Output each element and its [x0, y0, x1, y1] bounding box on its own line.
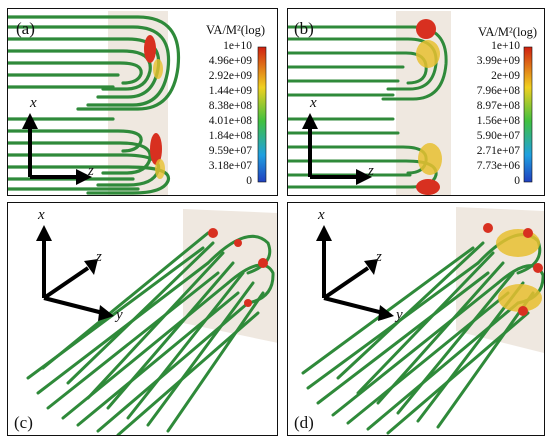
panel-label-a: (a): [16, 19, 35, 38]
streamlines-b: [288, 11, 533, 195]
streamlines-c: [26, 209, 277, 435]
tick-label: 4.01e+08: [208, 115, 252, 127]
tick-label: 5.90e+07: [476, 130, 520, 142]
tick-label: 7.96e+08: [476, 85, 520, 97]
tick-label: 1.44e+09: [208, 85, 252, 97]
axis-label-z: z: [96, 249, 102, 265]
tick-label: 2e+09: [491, 70, 520, 82]
tick-label: 1.56e+08: [476, 115, 520, 127]
axis-label-z: z: [376, 249, 382, 265]
tick-label: 4.96e+09: [208, 55, 252, 67]
tick-label: 7.73e+06: [476, 160, 520, 172]
tick-label: 1.84e+08: [208, 130, 252, 142]
panel-c: (c) x z y: [7, 202, 278, 436]
colorbar-title-a: VA/M²(log): [206, 23, 266, 37]
panel-label-c: (c): [14, 413, 33, 432]
streamlines-d: [301, 207, 544, 435]
streamlines-a: [8, 11, 267, 195]
tick-label: 8.97e+08: [476, 100, 520, 112]
axis-label-x: x: [318, 207, 325, 223]
axis-label-x: x: [30, 95, 37, 111]
tick-label: 2.71e+07: [476, 145, 520, 157]
tick-label: 9.59e+07: [208, 145, 252, 157]
tick-label: 3.18e+07: [208, 160, 252, 172]
axis-label-z: z: [368, 163, 374, 179]
axis-label-x: x: [310, 95, 317, 111]
panel-label-b: (b): [294, 19, 314, 38]
panel-a: (a) VA/M²(log) 1e+10 4.96e+09 2.92e+09 1…: [7, 8, 278, 196]
axis-label-y: y: [116, 307, 123, 323]
tick-label: 8.38e+08: [208, 100, 252, 112]
axis-label-y: y: [396, 307, 403, 323]
tick-label: 0: [514, 175, 520, 187]
tick-label: 1e+10: [223, 40, 252, 52]
tick-label: 0: [246, 175, 252, 187]
panel-b: (b) VA/M²(log) 1e+10 3.99e+09 2e+09 7.96…: [287, 8, 545, 196]
tick-label: 2.92e+09: [208, 70, 252, 82]
tick-label: 3.99e+09: [476, 55, 520, 67]
axis-label-x: x: [38, 207, 45, 223]
panel-d: (d) x z y: [287, 202, 545, 436]
tick-label: 1e+10: [491, 40, 520, 52]
colorbar-title-b: VA/M²(log): [478, 25, 538, 39]
panel-label-d: (d): [294, 413, 314, 432]
axis-label-z: z: [88, 163, 94, 179]
